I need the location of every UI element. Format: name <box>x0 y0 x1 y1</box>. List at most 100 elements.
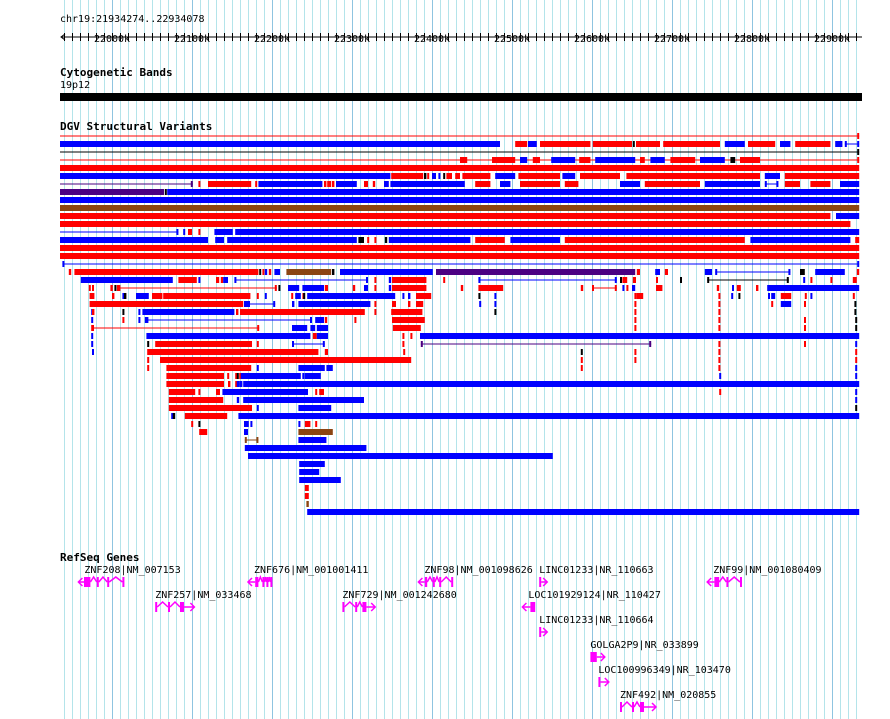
variant-gain[interactable] <box>244 301 248 307</box>
variant-loss[interactable] <box>580 285 584 291</box>
variant-gain[interactable] <box>595 157 636 163</box>
gene-label[interactable]: ZNF208|NM_007153 <box>84 565 181 576</box>
variant-loss[interactable] <box>564 237 745 243</box>
gene-feature[interactable] <box>539 627 549 637</box>
variant-gain[interactable] <box>80 277 173 283</box>
variant-loss[interactable] <box>748 141 776 147</box>
variant-loss[interactable] <box>515 141 528 147</box>
variant-other[interactable] <box>114 285 117 291</box>
variant-loss[interactable] <box>736 285 741 291</box>
variant-loss[interactable] <box>332 181 335 187</box>
variant-gain[interactable] <box>91 317 94 323</box>
gene-feature[interactable] <box>598 677 610 687</box>
variant-loss[interactable] <box>664 269 668 275</box>
variant-gain[interactable] <box>310 325 316 331</box>
variant-loss[interactable] <box>110 285 113 291</box>
variant-loss[interactable] <box>256 341 259 347</box>
variant-loss[interactable] <box>640 157 645 163</box>
variant-loss[interactable] <box>122 317 125 323</box>
variant-loss[interactable] <box>579 157 591 163</box>
variant-gain[interactable] <box>298 365 325 371</box>
variant-gain[interactable] <box>264 293 267 299</box>
variant-gain[interactable] <box>256 405 259 411</box>
variant-gain[interactable] <box>60 229 179 235</box>
variant-gain[interactable] <box>510 237 560 243</box>
variant-other[interactable] <box>60 149 860 155</box>
variant-gain[interactable] <box>238 413 860 419</box>
variant-loss[interactable] <box>235 381 238 387</box>
variant-loss[interactable] <box>89 301 244 307</box>
variant-loss[interactable] <box>718 357 721 363</box>
variant-loss[interactable] <box>718 341 721 347</box>
variant-loss[interactable] <box>352 285 356 291</box>
variant-gain[interactable] <box>494 293 497 299</box>
variant-loss[interactable] <box>198 389 201 395</box>
variant-loss[interactable] <box>592 285 617 291</box>
variant-loss[interactable] <box>240 309 365 315</box>
variant-loss[interactable] <box>408 301 411 307</box>
variant-gain[interactable] <box>223 277 228 283</box>
variant-loss[interactable] <box>236 309 239 315</box>
variant-other[interactable] <box>278 285 281 291</box>
variant-gain[interactable] <box>144 317 147 323</box>
variant-other[interactable] <box>358 237 364 243</box>
variant-gain[interactable] <box>298 301 371 307</box>
variant-loss[interactable] <box>216 389 220 395</box>
variant-gain[interactable] <box>432 173 436 179</box>
variant-gain[interactable] <box>420 333 860 339</box>
variant-gain[interactable] <box>298 437 327 443</box>
variant-loss[interactable] <box>256 293 259 299</box>
variant-other[interactable] <box>303 293 306 299</box>
variant-loss[interactable] <box>446 173 452 179</box>
variant-loss[interactable] <box>199 429 208 435</box>
variant-gain[interactable] <box>750 237 851 243</box>
variant-loss[interactable] <box>168 405 252 411</box>
gene-label[interactable]: ZNF676|NM_001001411 <box>254 565 369 576</box>
variant-loss[interactable] <box>391 309 423 315</box>
variant-gain[interactable] <box>60 173 391 179</box>
gene-label[interactable]: GOLGA2P9|NR_033899 <box>590 640 699 651</box>
variant-gain[interactable] <box>222 389 308 395</box>
variant-loss[interactable] <box>592 141 632 147</box>
variant-gain[interactable] <box>650 157 665 163</box>
variant-loss[interactable] <box>830 277 833 283</box>
variant-gain[interactable] <box>138 309 141 315</box>
variant-loss[interactable] <box>804 325 806 331</box>
variant-loss[interactable] <box>92 285 94 291</box>
variant-loss[interactable] <box>92 325 260 331</box>
variant-gain[interactable] <box>258 181 323 187</box>
variant-loss[interactable] <box>163 293 251 299</box>
variant-gain[interactable] <box>855 389 858 395</box>
variant-loss[interactable] <box>255 181 258 187</box>
variant-gain[interactable] <box>62 261 860 267</box>
variant-other[interactable] <box>620 277 622 283</box>
variant-loss[interactable] <box>374 301 377 307</box>
variant-loss[interactable] <box>147 349 319 355</box>
variant-gain[interactable] <box>810 293 813 299</box>
gene-feature[interactable] <box>342 600 377 612</box>
variant-loss[interactable] <box>478 285 504 291</box>
variant-other[interactable] <box>198 421 201 427</box>
variant-gain[interactable] <box>227 237 357 243</box>
variant-gain[interactable] <box>215 237 224 243</box>
variant-other[interactable] <box>632 141 635 147</box>
variant-gain[interactable] <box>256 365 259 371</box>
variant-loss[interactable] <box>540 141 591 147</box>
variant-gain[interactable] <box>520 157 528 163</box>
variant-gain[interactable] <box>136 293 149 299</box>
variant-loss[interactable] <box>416 301 424 307</box>
variant-gain[interactable] <box>844 141 860 147</box>
variant-gain[interactable] <box>235 229 860 235</box>
variant-gain[interactable] <box>236 397 240 403</box>
variant-gain[interactable] <box>767 285 860 291</box>
variant-loss[interactable] <box>855 357 858 363</box>
variant-other[interactable] <box>332 269 335 275</box>
gene-feature[interactable] <box>590 652 606 662</box>
variant-gain[interactable] <box>288 285 300 291</box>
variant-loss[interactable] <box>634 349 637 355</box>
variant-loss[interactable] <box>198 229 201 235</box>
variant-gain[interactable] <box>302 285 324 291</box>
variant-gain[interactable] <box>198 277 201 283</box>
variant-gain[interactable] <box>840 181 860 187</box>
